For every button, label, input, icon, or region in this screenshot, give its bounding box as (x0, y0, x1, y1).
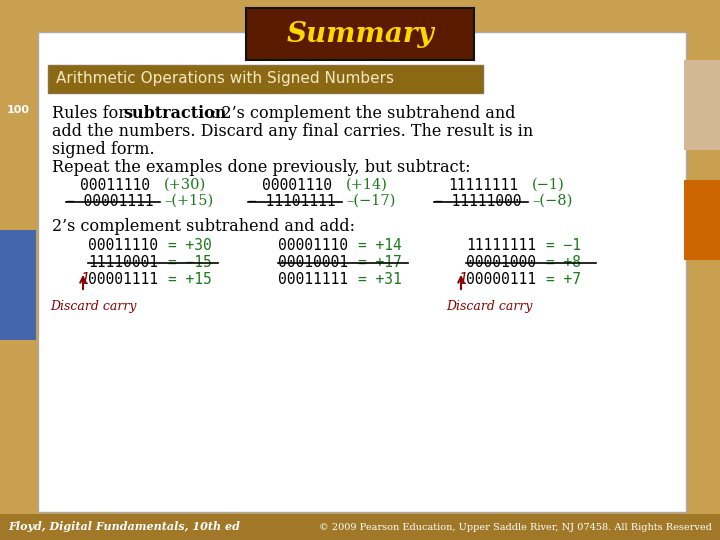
Bar (684, 60, 720, 150)
Text: (−1): (−1) (532, 178, 564, 192)
Bar (246, 8, 474, 60)
Text: 00001110: 00001110 (278, 238, 348, 253)
Bar (0, 514, 720, 540)
Bar (38, 32, 686, 512)
Text: 100: 100 (6, 105, 30, 115)
Text: Repeat the examples done previously, but subtract:: Repeat the examples done previously, but… (52, 159, 470, 176)
Text: (+14): (+14) (346, 178, 388, 192)
Text: : 2’s complement the subtrahend and: : 2’s complement the subtrahend and (211, 105, 516, 122)
Text: 1: 1 (80, 272, 89, 287)
Text: = +7: = +7 (546, 272, 581, 287)
Bar (684, 180, 720, 260)
Bar (0, 230, 36, 340)
Text: = +8: = +8 (546, 255, 581, 270)
Text: = +15: = +15 (168, 272, 212, 287)
Text: − 00001111: − 00001111 (66, 194, 153, 209)
Text: 00001000: 00001000 (466, 255, 536, 270)
Text: Discard carry: Discard carry (50, 300, 137, 313)
Text: 00000111: 00000111 (466, 272, 536, 287)
Text: 00001111: 00001111 (88, 272, 158, 287)
Text: 11110001: 11110001 (88, 255, 158, 270)
Text: − 11111000: − 11111000 (434, 194, 521, 209)
Text: signed form.: signed form. (52, 141, 155, 158)
Text: = −15: = −15 (168, 255, 212, 270)
Text: = +31: = +31 (358, 272, 402, 287)
Text: –(−17): –(−17) (346, 194, 395, 208)
Text: 00001110: 00001110 (262, 178, 332, 193)
Text: Floyd, Digital Fundamentals, 10th ed: Floyd, Digital Fundamentals, 10th ed (8, 522, 240, 532)
Text: = +14: = +14 (358, 238, 402, 253)
Text: 11111111: 11111111 (448, 178, 518, 193)
Text: Discard carry: Discard carry (446, 300, 533, 313)
Text: Rules for: Rules for (52, 105, 131, 122)
Text: 00010001: 00010001 (278, 255, 348, 270)
Text: –(+15): –(+15) (164, 194, 213, 208)
Text: –(−8): –(−8) (532, 194, 572, 208)
Text: Summary: Summary (286, 21, 434, 48)
Text: = −1: = −1 (546, 238, 581, 253)
Text: = +30: = +30 (168, 238, 212, 253)
Text: 2’s complement subtrahend and add:: 2’s complement subtrahend and add: (52, 218, 355, 235)
Text: 00011110: 00011110 (88, 238, 158, 253)
Text: = +17: = +17 (358, 255, 402, 270)
Text: © 2009 Pearson Education, Upper Saddle River, NJ 07458. All Rights Reserved: © 2009 Pearson Education, Upper Saddle R… (319, 523, 712, 531)
Text: add the numbers. Discard any final carries. The result is in: add the numbers. Discard any final carri… (52, 123, 534, 140)
Text: 00011110: 00011110 (80, 178, 150, 193)
Text: Arithmetic Operations with Signed Numbers: Arithmetic Operations with Signed Number… (56, 71, 394, 86)
Text: (+30): (+30) (164, 178, 206, 192)
Text: 11111111: 11111111 (466, 238, 536, 253)
Text: 00011111: 00011111 (278, 272, 348, 287)
Bar (48, 65, 483, 93)
Text: − 11101111: − 11101111 (248, 194, 336, 209)
Text: subtraction: subtraction (123, 105, 226, 122)
Text: 1: 1 (458, 272, 467, 287)
